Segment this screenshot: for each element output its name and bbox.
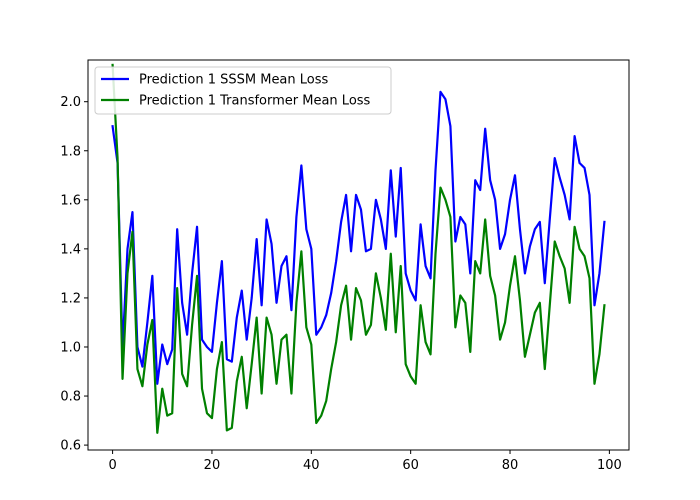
- x-axis: 0 20 40 60 80 100: [108, 450, 622, 473]
- x-tick-label: 60: [402, 458, 419, 473]
- x-tick-label: 20: [204, 458, 221, 473]
- legend-label: Prediction 1 Transformer Mean Loss: [139, 94, 371, 109]
- series-line-transformer: [111, 63, 606, 434]
- y-axis: 0.6 0.8 1.0 1.2 1.4 1.6 1.8 2.0: [60, 95, 88, 454]
- x-tick-label: 40: [303, 458, 320, 473]
- legend: Prediction 1 SSSM Mean Loss Prediction 1 …: [94, 66, 392, 115]
- x-tick-label: 0: [108, 458, 116, 473]
- y-tick-label: 1.2: [60, 291, 81, 306]
- y-tick-label: 0.6: [60, 439, 81, 454]
- series-line-sssm: [111, 90, 606, 385]
- y-tick-label: 1.4: [60, 242, 81, 257]
- legend-label: Prediction 1 SSSM Mean Loss: [139, 73, 329, 88]
- plot-frame: [87, 59, 630, 451]
- x-tick-label: 80: [502, 458, 519, 473]
- y-tick-label: 2.0: [60, 95, 81, 110]
- y-tick-label: 1.0: [60, 340, 81, 355]
- series-layer: [111, 63, 606, 434]
- x-tick-label: 100: [597, 458, 622, 473]
- y-tick-label: 0.8: [60, 390, 81, 405]
- legend-box: [94, 66, 392, 115]
- y-tick-label: 1.6: [60, 193, 81, 208]
- y-tick-label: 1.8: [60, 144, 81, 159]
